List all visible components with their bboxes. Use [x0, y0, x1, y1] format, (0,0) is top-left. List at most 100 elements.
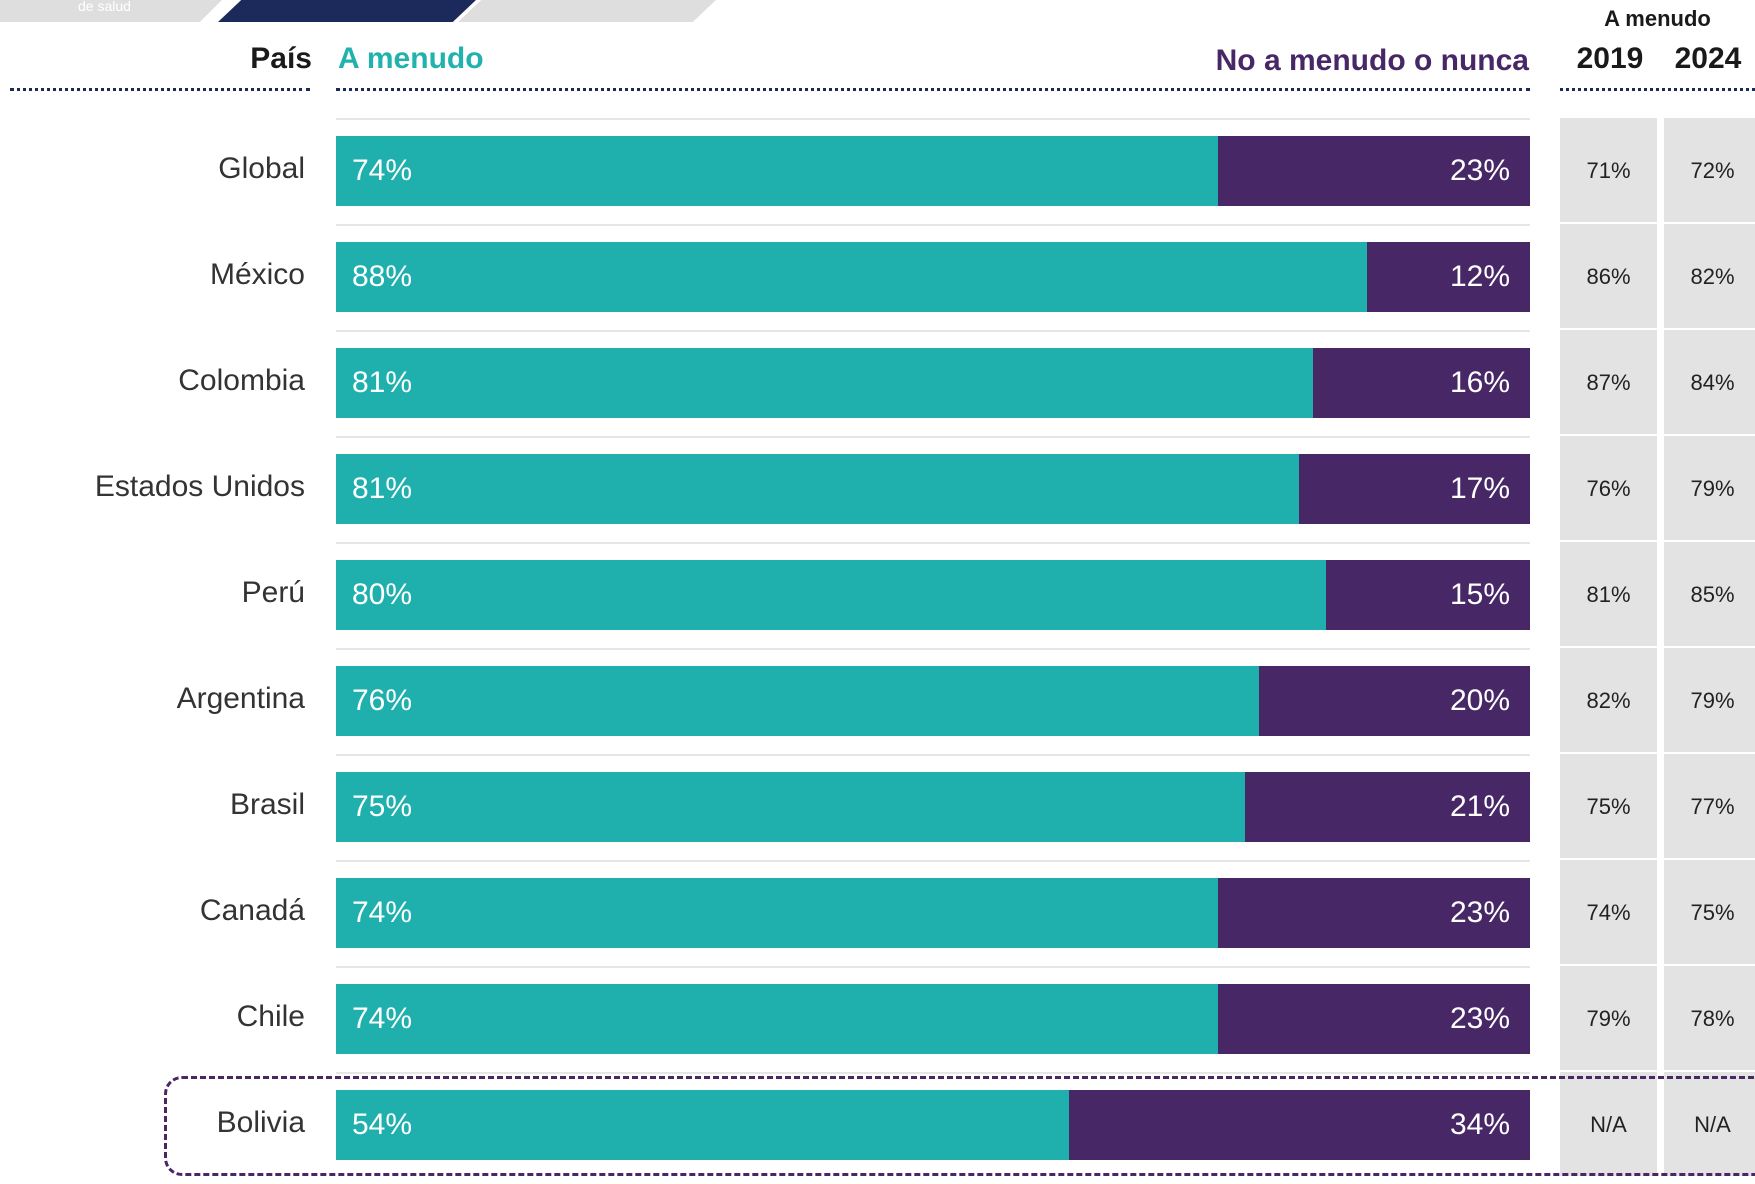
row-separator: [336, 118, 1530, 120]
bar-never: [1313, 348, 1530, 418]
header-divider-chart: [336, 88, 1530, 91]
trend-value-2024: 79%: [1690, 688, 1735, 713]
trend-cell-2019: 86%: [1560, 224, 1657, 328]
trend-cell-2024: 75%: [1664, 860, 1755, 964]
trend-value-2024: 78%: [1690, 1006, 1735, 1031]
bar-often: [336, 348, 1435, 418]
table-row: Perú 80% 15% 81% 85%: [0, 542, 1755, 648]
table-row: Global 74% 23% 71% 72%: [0, 118, 1755, 224]
trend-cell-2019: 76%: [1560, 436, 1657, 540]
table-row: Brasil 75% 21% 75% 77%: [0, 754, 1755, 860]
trend-cell-2024: 78%: [1664, 966, 1755, 1070]
tab-next[interactable]: [458, 0, 716, 22]
trend-value-2019: 74%: [1586, 900, 1631, 925]
table-row: Chile 74% 23% 79% 78%: [0, 966, 1755, 1072]
table-row: Bolivia 54% 34% N/A N/A: [0, 1072, 1755, 1178]
trend-value-2024: 79%: [1690, 476, 1735, 501]
value-label-often: 74%: [352, 896, 413, 929]
value-label-often: 75%: [352, 790, 413, 823]
bar-often: [336, 984, 1340, 1054]
value-label-never: 21%: [1449, 790, 1510, 823]
highlight-box: [164, 1076, 1755, 1176]
header-divider-country: [10, 88, 310, 91]
trend-value-2024: 82%: [1690, 264, 1735, 289]
trend-cell-2024: 79%: [1664, 648, 1755, 752]
bar-never: [1245, 772, 1530, 842]
value-label-often: 74%: [352, 1002, 413, 1035]
table-row: México 88% 12% 86% 82%: [0, 224, 1755, 330]
trend-value-2019: 86%: [1586, 264, 1631, 289]
category-label: Estados Unidos: [94, 470, 305, 503]
header-never: No a menudo o nunca: [1215, 44, 1529, 77]
value-label-never: 34%: [1449, 1108, 1510, 1141]
value-label-often: 88%: [352, 260, 413, 293]
bar-never: [1299, 454, 1530, 524]
trend-value-2024: 75%: [1690, 900, 1735, 925]
header-often: A menudo: [338, 42, 484, 75]
trend-cell-2024: 82%: [1664, 224, 1755, 328]
value-label-often: 81%: [352, 366, 413, 399]
trend-cell-2024: 85%: [1664, 542, 1755, 646]
header-year-2024: 2024: [1674, 42, 1742, 75]
table-row: Argentina 76% 20% 82% 79%: [0, 648, 1755, 754]
bar-often: [336, 242, 1530, 312]
trend-cell-2019: 75%: [1560, 754, 1657, 858]
category-label: Global: [218, 152, 305, 185]
row-separator: [336, 224, 1530, 226]
trend-value-2019: 75%: [1586, 794, 1631, 819]
trend-cell-2019: 81%: [1560, 542, 1657, 646]
value-label-often: 54%: [352, 1108, 413, 1141]
value-label-never: 15%: [1449, 578, 1510, 611]
row-separator: [336, 330, 1530, 332]
value-label-never: 20%: [1449, 684, 1510, 717]
value-label-never: 16%: [1449, 366, 1510, 399]
trend-value-2024: 77%: [1690, 794, 1735, 819]
table-row: Estados Unidos 81% 17% 76% 79%: [0, 436, 1755, 542]
category-label: Brasil: [229, 788, 305, 821]
trend-cell-2019: 82%: [1560, 648, 1657, 752]
trend-cell-2019: 87%: [1560, 330, 1657, 434]
trend-value-2019: 82%: [1586, 688, 1631, 713]
value-label-never: 23%: [1449, 154, 1510, 187]
value-label-never: 12%: [1449, 260, 1510, 293]
category-label: Bolivia: [216, 1106, 305, 1139]
value-label-often: 74%: [352, 154, 413, 187]
category-label: Perú: [241, 576, 305, 609]
bar-never: [1218, 136, 1530, 206]
bar-often: [336, 454, 1435, 524]
bar-often: [336, 136, 1340, 206]
trend-value-2024: 85%: [1690, 582, 1735, 607]
bar-often: [336, 560, 1421, 630]
trend-value-2024: 84%: [1690, 370, 1735, 395]
row-separator: [336, 860, 1530, 862]
bar-never: [1326, 560, 1530, 630]
row-separator: [336, 436, 1530, 438]
value-label-often: 81%: [352, 472, 413, 505]
section-tabs: de salud: [0, 0, 1755, 22]
bar-often: [336, 1090, 1069, 1160]
row-separator: [336, 542, 1530, 544]
trend-cell-2019: N/A: [1560, 1072, 1657, 1176]
value-label-often: 76%: [352, 684, 413, 717]
tab-active[interactable]: [218, 0, 476, 22]
bar-never: [1367, 242, 1530, 312]
trend-value-2019: 79%: [1586, 1006, 1631, 1031]
trend-value-2024: N/A: [1694, 1112, 1731, 1137]
trend-value-2024: 72%: [1690, 158, 1735, 183]
bar-never: [1069, 1090, 1530, 1160]
tab-health-label: de salud: [78, 0, 131, 14]
header-divider-table: [1560, 88, 1755, 91]
trend-cell-2024: 72%: [1664, 118, 1755, 222]
trend-value-2019: 81%: [1586, 582, 1631, 607]
row-separator: [336, 648, 1530, 650]
tab-health[interactable]: de salud: [0, 0, 222, 22]
value-label-often: 80%: [352, 578, 413, 611]
value-label-never: 23%: [1449, 896, 1510, 929]
trend-cell-2024: 79%: [1664, 436, 1755, 540]
trend-value-2019: N/A: [1590, 1112, 1627, 1137]
category-label: Chile: [236, 1000, 305, 1033]
category-label: México: [209, 258, 305, 291]
bar-often: [336, 878, 1340, 948]
trend-cell-2024: 84%: [1664, 330, 1755, 434]
row-separator: [336, 754, 1530, 756]
